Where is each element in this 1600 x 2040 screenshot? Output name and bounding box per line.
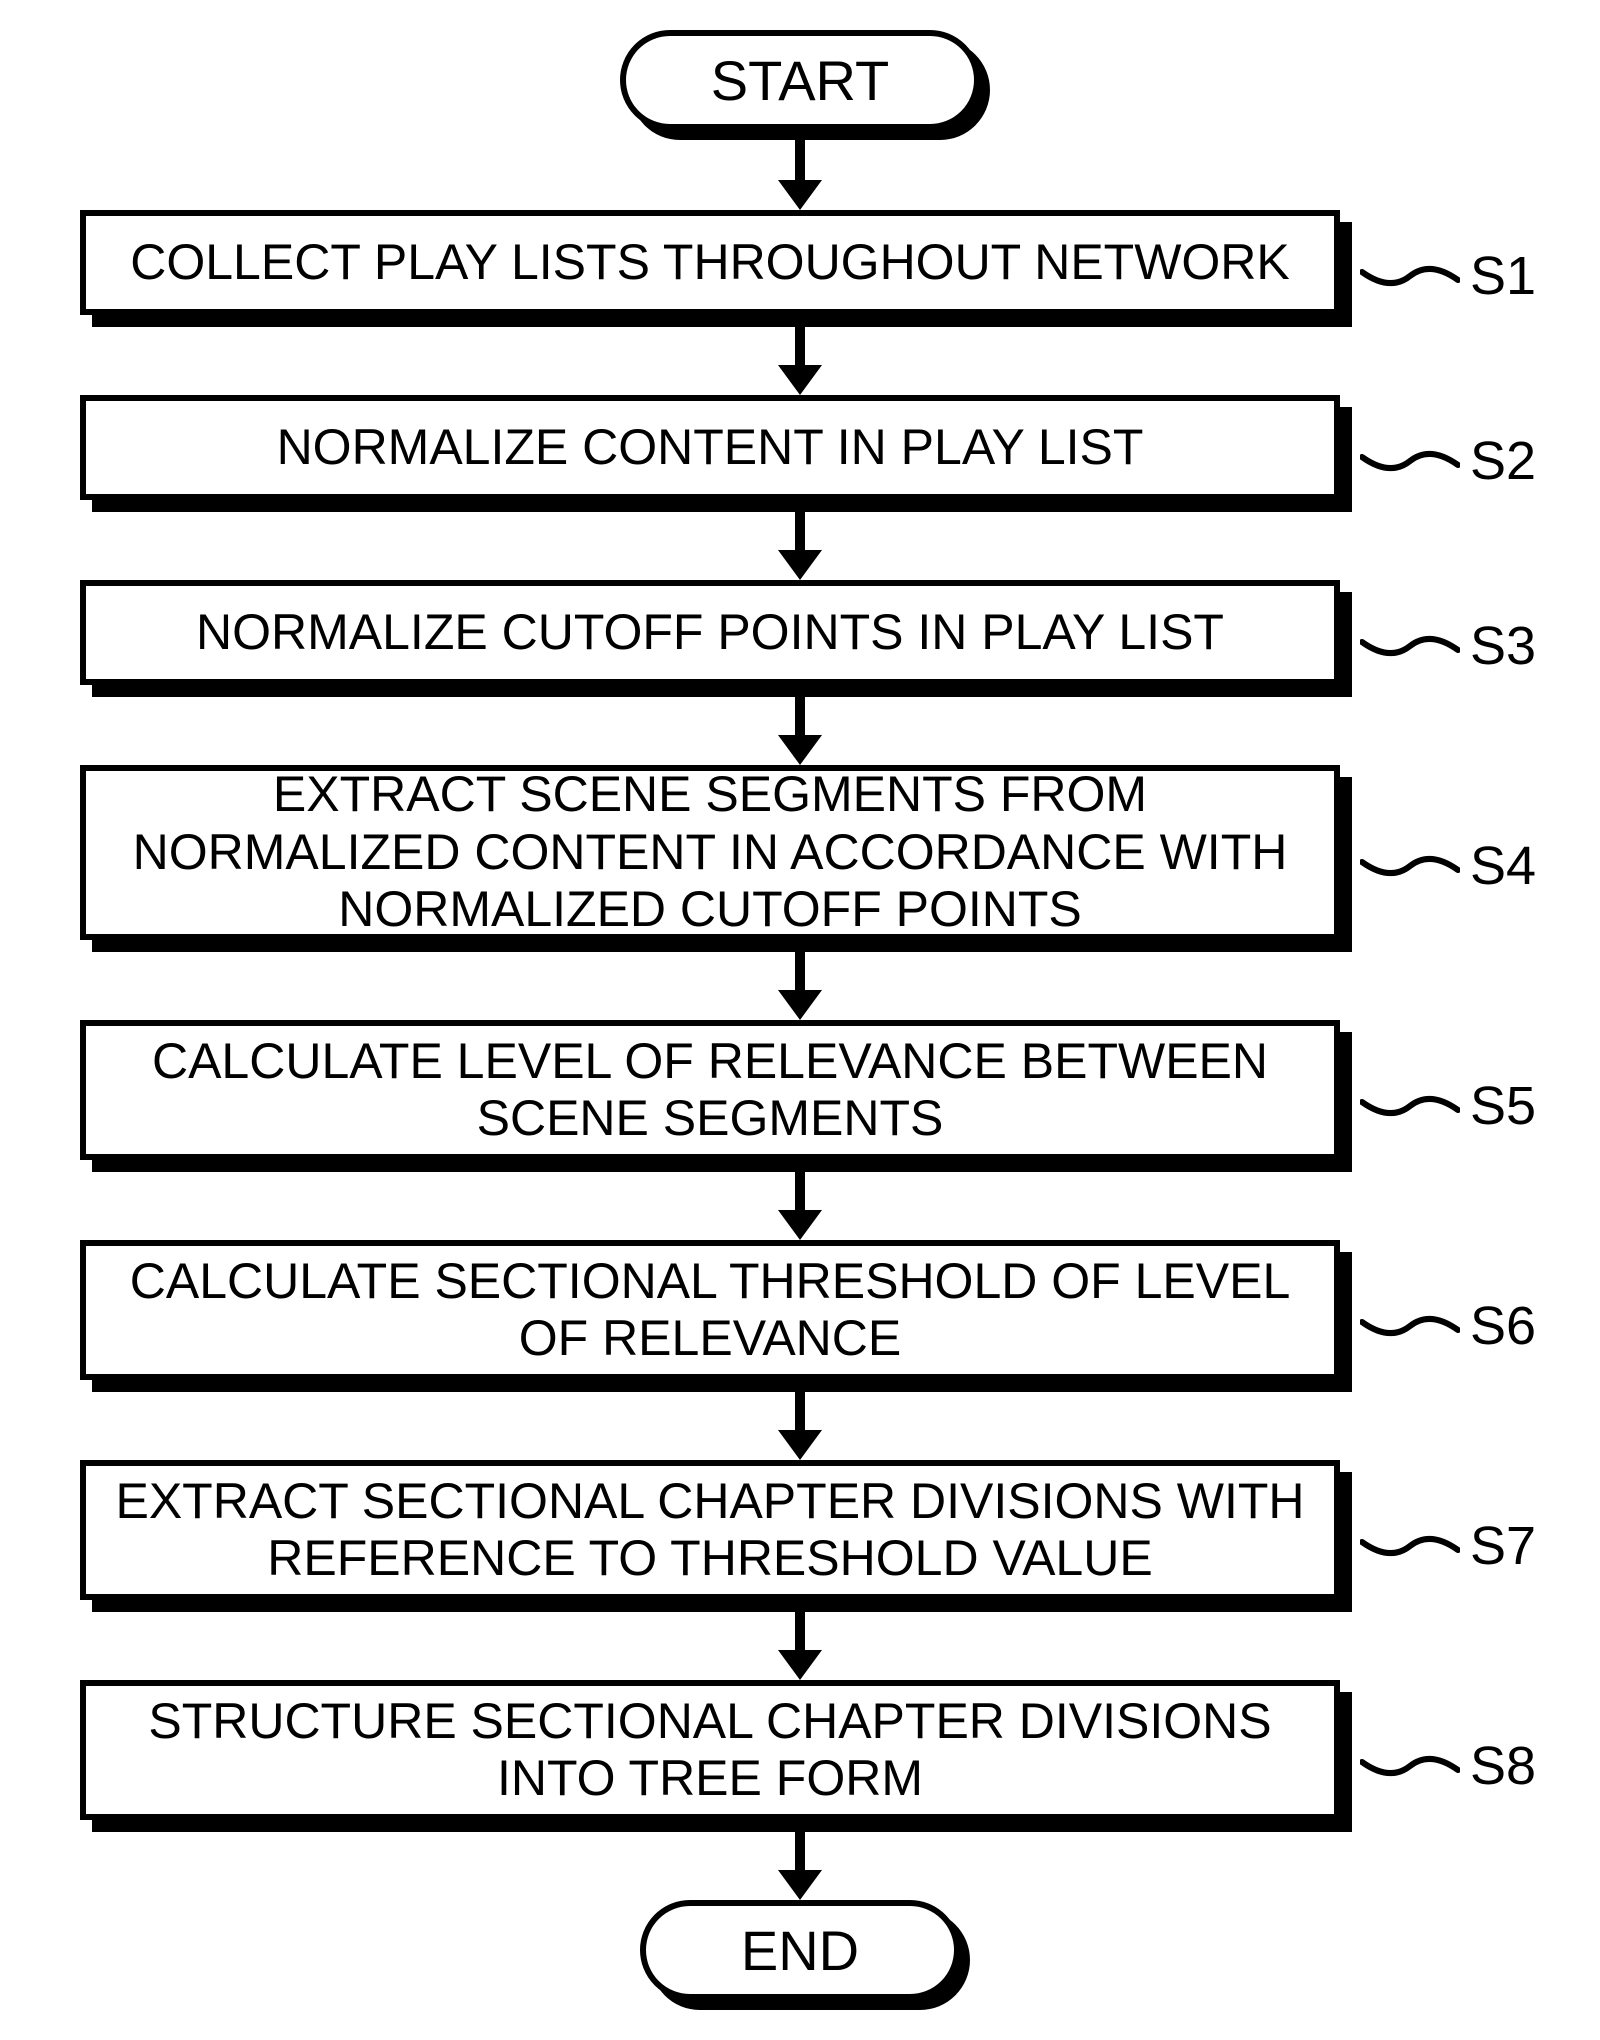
arrow-1 [778,327,822,395]
step-s8: STRUCTURE SECTIONAL CHAPTER DIVISIONS IN… [80,1680,1340,1820]
step-label-s6: S6 [1470,1295,1536,1357]
terminator-start-box: START [620,30,980,130]
arrow-3 [778,697,822,765]
tick-connector-icon [1360,1308,1460,1344]
arrow-shaft [795,512,805,554]
step-text: NORMALIZE CUTOFF POINTS IN PLAY LIST [196,604,1224,662]
step-box: EXTRACT SCENE SEGMENTS FROM NORMALIZED C… [80,765,1340,940]
step-text: NORMALIZE CONTENT IN PLAY LIST [277,419,1144,477]
arrow-7 [778,1612,822,1680]
arrow-4 [778,952,822,1020]
step-s3: NORMALIZE CUTOFF POINTS IN PLAY LIST [80,580,1340,685]
tick-connector-icon [1360,443,1460,479]
arrow-shaft [795,140,805,184]
tick-connector-icon [1360,848,1460,884]
arrow-shaft [795,1392,805,1434]
arrow-head-icon [778,1650,822,1680]
step-label-s1: S1 [1470,245,1536,307]
step-text: STRUCTURE SECTIONAL CHAPTER DIVISIONS IN… [106,1693,1314,1808]
tick-connector-icon [1360,1528,1460,1564]
flowchart-canvas: START COLLECT PLAY LI [0,0,1600,2040]
tick-connector-icon [1360,628,1460,664]
step-label-s3: S3 [1470,615,1536,677]
tick-connector-icon [1360,1088,1460,1124]
step-s4: EXTRACT SCENE SEGMENTS FROM NORMALIZED C… [80,765,1340,940]
arrow-shaft [795,1172,805,1214]
step-s5: CALCULATE LEVEL OF RELEVANCE BETWEEN SCE… [80,1020,1340,1160]
step-label-s8: S8 [1470,1735,1536,1797]
step-s2: NORMALIZE CONTENT IN PLAY LIST [80,395,1340,500]
step-box: NORMALIZE CUTOFF POINTS IN PLAY LIST [80,580,1340,685]
terminator-start-label: START [711,48,889,113]
step-text: COLLECT PLAY LISTS THROUGHOUT NETWORK [130,234,1290,292]
arrow-0 [778,140,822,210]
step-box: NORMALIZE CONTENT IN PLAY LIST [80,395,1340,500]
step-text: CALCULATE SECTIONAL THRESHOLD OF LEVEL O… [106,1253,1314,1368]
arrow-head-icon [778,550,822,580]
step-box: EXTRACT SECTIONAL CHAPTER DIVISIONS WITH… [80,1460,1340,1600]
arrow-shaft [795,1612,805,1654]
arrow-head-icon [778,1210,822,1240]
step-label-s7: S7 [1470,1515,1536,1577]
step-label-s4: S4 [1470,835,1536,897]
arrow-2 [778,512,822,580]
arrow-6 [778,1392,822,1460]
step-text: EXTRACT SCENE SEGMENTS FROM NORMALIZED C… [106,766,1314,939]
step-box: STRUCTURE SECTIONAL CHAPTER DIVISIONS IN… [80,1680,1340,1820]
arrow-head-icon [778,180,822,210]
step-box: CALCULATE LEVEL OF RELEVANCE BETWEEN SCE… [80,1020,1340,1160]
arrow-head-icon [778,1430,822,1460]
arrow-head-icon [778,365,822,395]
arrow-8 [778,1832,822,1900]
arrow-head-icon [778,990,822,1020]
arrow-shaft [795,952,805,994]
tick-connector-icon [1360,258,1460,294]
terminator-end-box: END [640,1900,960,2000]
arrow-shaft [795,697,805,739]
step-box: COLLECT PLAY LISTS THROUGHOUT NETWORK [80,210,1340,315]
terminator-end: END [640,1900,960,2000]
step-s1: COLLECT PLAY LISTS THROUGHOUT NETWORK [80,210,1340,315]
terminator-start: START [620,30,980,130]
step-text: CALCULATE LEVEL OF RELEVANCE BETWEEN SCE… [106,1033,1314,1148]
tick-connector-icon [1360,1748,1460,1784]
arrow-head-icon [778,1870,822,1900]
step-box: CALCULATE SECTIONAL THRESHOLD OF LEVEL O… [80,1240,1340,1380]
step-label-s5: S5 [1470,1075,1536,1137]
step-label-s2: S2 [1470,430,1536,492]
arrow-shaft [795,1832,805,1874]
step-s7: EXTRACT SECTIONAL CHAPTER DIVISIONS WITH… [80,1460,1340,1600]
terminator-end-label: END [741,1918,859,1983]
arrow-shaft [795,327,805,369]
step-s6: CALCULATE SECTIONAL THRESHOLD OF LEVEL O… [80,1240,1340,1380]
arrow-head-icon [778,735,822,765]
arrow-5 [778,1172,822,1240]
step-text: EXTRACT SECTIONAL CHAPTER DIVISIONS WITH… [106,1473,1314,1588]
